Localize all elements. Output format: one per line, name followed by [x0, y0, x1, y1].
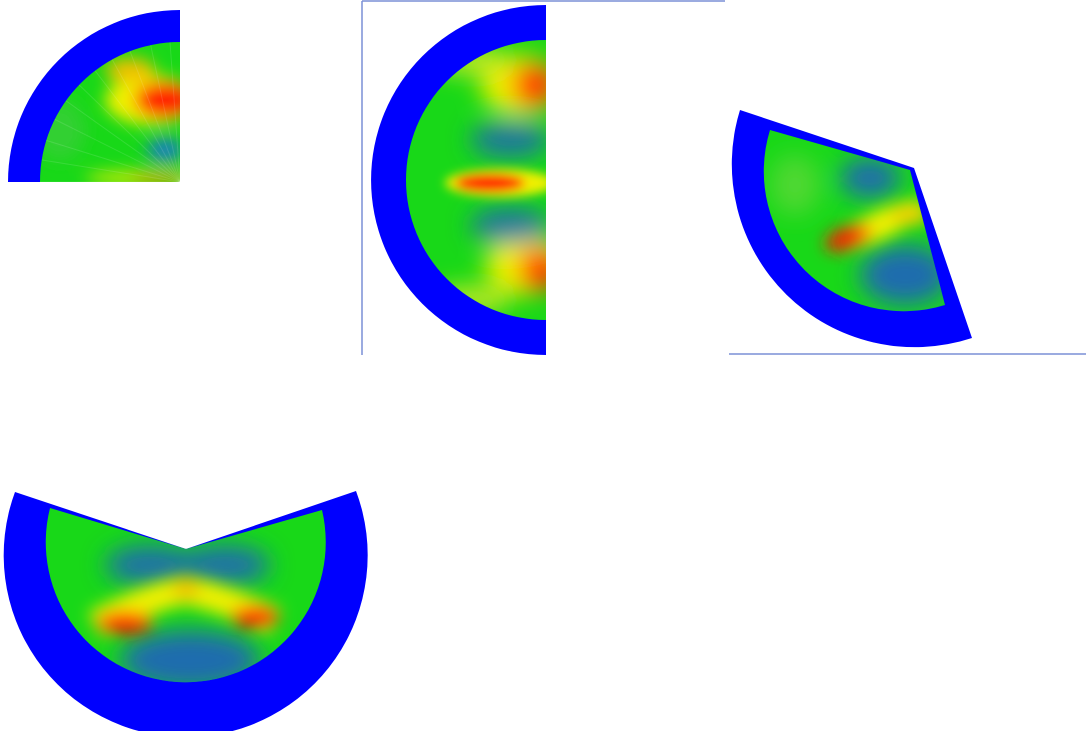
- rotated-sector-plot: [731, 110, 972, 348]
- frame-lines: [361, 0, 1086, 355]
- half-disk-plot: [371, 5, 546, 355]
- quarter-sector-plot: [8, 10, 180, 182]
- notched-disk-plot: [3, 491, 368, 731]
